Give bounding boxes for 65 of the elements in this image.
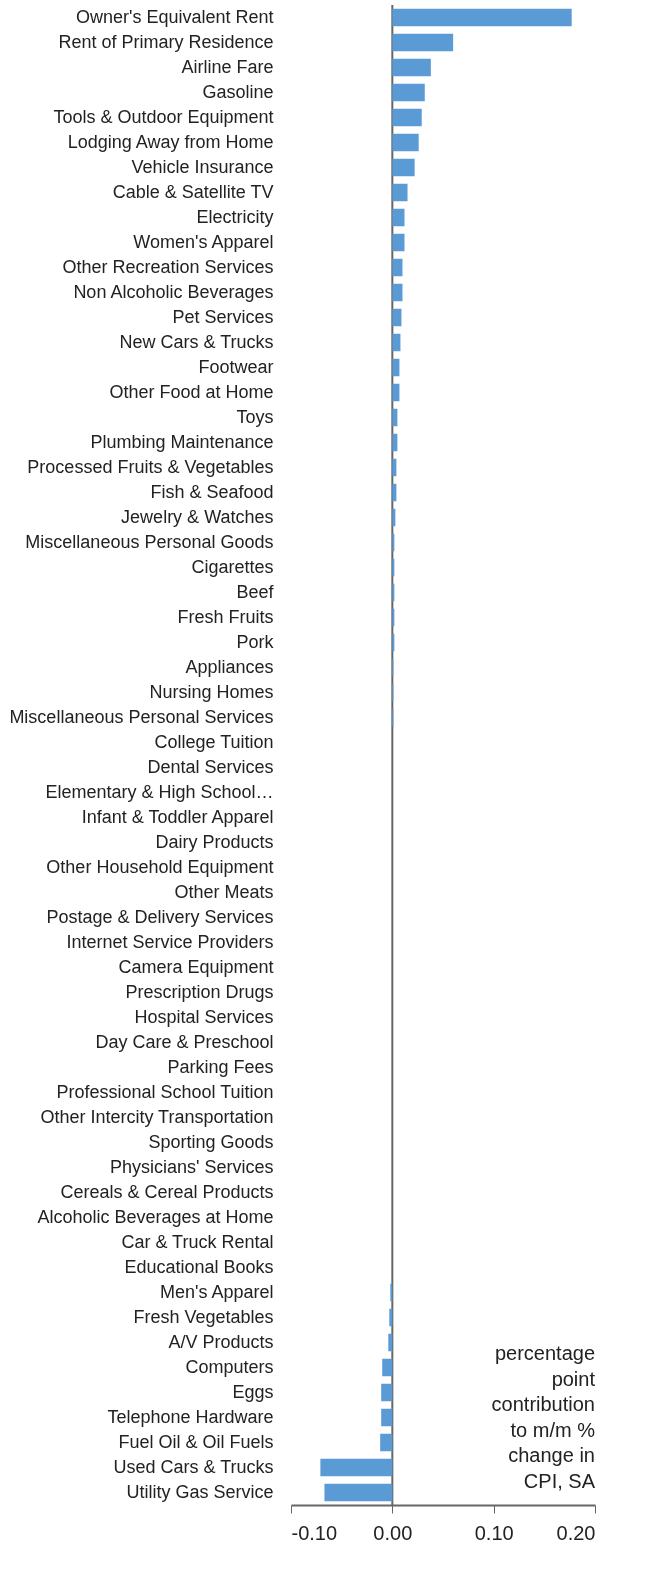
y-tick-label: Tools & Outdoor Equipment	[53, 106, 274, 127]
y-tick-label: Eggs	[232, 1381, 274, 1402]
y-tick-label: Beef	[236, 581, 275, 602]
y-tick-label: Cereals & Cereal Products	[60, 1181, 274, 1202]
y-tick-label: Other Meats	[174, 881, 274, 902]
y-tick-label: Miscellaneous Personal Services	[9, 706, 274, 727]
y-tick-label: Internet Service Providers	[66, 931, 274, 952]
y-tick-label: Used Cars & Trucks	[113, 1456, 274, 1477]
y-tick-label: Pork	[236, 631, 275, 652]
y-tick-label: Car & Truck Rental	[121, 1231, 274, 1252]
y-tick-label: Appliances	[185, 656, 274, 677]
y-tick-label: Lodging Away from Home	[67, 131, 274, 152]
y-tick-label: New Cars & Trucks	[119, 331, 274, 352]
y-tick-label: Fresh Fruits	[177, 606, 274, 627]
y-tick-label: Cigarettes	[191, 556, 274, 577]
y-tick-label: Educational Books	[124, 1256, 274, 1277]
y-tick-label: Day Care & Preschool	[95, 1031, 274, 1052]
y-tick-label: Telephone Hardware	[107, 1406, 274, 1427]
y-tick-label: Men's Apparel	[159, 1281, 274, 1302]
y-tick-label: Elementary & High School…	[45, 781, 274, 802]
y-tick-label: Other Food at Home	[109, 381, 274, 402]
y-tick-label: Owner's Equivalent Rent	[75, 6, 274, 27]
y-tick-label: Parking Fees	[167, 1056, 274, 1077]
y-tick-label: Other Recreation Services	[62, 256, 274, 277]
y-tick-label: Nursing Homes	[149, 681, 274, 702]
y-tick-label: Infant & Toddler Apparel	[81, 806, 274, 827]
y-tick-label: Non Alcoholic Beverages	[73, 281, 274, 302]
y-tick-label: Camera Equipment	[118, 956, 274, 977]
y-tick-label: Fuel Oil & Oil Fuels	[118, 1431, 274, 1452]
y-tick-label: Jewelry & Watches	[121, 506, 274, 527]
y-tick-label: Sporting Goods	[148, 1131, 274, 1152]
y-tick-label: A/V Products	[168, 1331, 274, 1352]
x-tick-label: 0.20	[556, 1521, 596, 1544]
y-tick-label: Miscellaneous Personal Goods	[25, 531, 274, 552]
x-tick-label: 0.00	[373, 1521, 413, 1544]
y-tick-label: Computers	[185, 1356, 274, 1377]
y-tick-label: Prescription Drugs	[125, 981, 274, 1002]
y-tick-label: Electricity	[196, 206, 274, 227]
x-tick-label: -0.10	[291, 1521, 338, 1544]
y-tick-label: Professional School Tuition	[56, 1081, 274, 1102]
y-tick-label: Fresh Vegetables	[133, 1306, 274, 1327]
y-tick-label: Dental Services	[147, 756, 274, 777]
y-tick-label: Rent of Primary Residence	[58, 31, 274, 52]
y-tick-label: Pet Services	[172, 306, 274, 327]
y-tick-label: College Tuition	[154, 731, 274, 752]
y-tick-label: Cable & Satellite TV	[112, 181, 274, 202]
y-tick-label: Hospital Services	[134, 1006, 274, 1027]
y-tick-label: Other Intercity Transportation	[40, 1106, 274, 1127]
y-tick-label: Dairy Products	[155, 831, 274, 852]
y-tick-label: Postage & Delivery Services	[46, 906, 274, 927]
y-tick-label: Processed Fruits & Vegetables	[27, 456, 274, 477]
annotation: percentage point contribution to m/m % change in CPI, SA	[491, 1342, 596, 1492]
y-tick-label: Physicians' Services	[110, 1156, 274, 1177]
y-tick-label: Gasoline	[202, 81, 274, 102]
y-tick-label: Fish & Seafood	[150, 481, 274, 502]
y-tick-label: Vehicle Insurance	[131, 156, 274, 177]
y-tick-label: Airline Fare	[181, 56, 274, 77]
y-tick-label: Footwear	[198, 356, 274, 377]
y-tick-label: Plumbing Maintenance	[90, 431, 274, 452]
x-tick-label: 0.10	[474, 1521, 514, 1544]
y-tick-label: Utility Gas Service	[126, 1481, 274, 1502]
y-tick-label: Other Household Equipment	[46, 856, 274, 877]
y-tick-label: Women's Apparel	[133, 231, 274, 252]
y-tick-label: Alcoholic Beverages at Home	[37, 1206, 274, 1227]
y-tick-label: Toys	[236, 406, 274, 427]
